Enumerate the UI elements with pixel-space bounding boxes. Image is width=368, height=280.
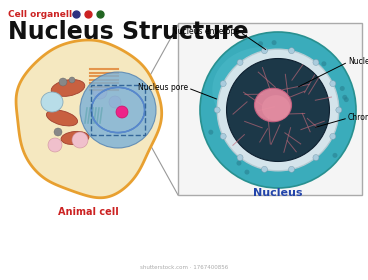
Circle shape bbox=[200, 32, 356, 188]
Circle shape bbox=[59, 78, 67, 86]
Circle shape bbox=[336, 107, 342, 113]
Circle shape bbox=[244, 170, 250, 175]
Circle shape bbox=[72, 132, 88, 148]
Circle shape bbox=[289, 48, 294, 54]
Circle shape bbox=[340, 86, 345, 91]
Circle shape bbox=[116, 106, 128, 118]
Text: Nucleus: Nucleus bbox=[253, 188, 303, 198]
Circle shape bbox=[227, 59, 329, 162]
Circle shape bbox=[342, 95, 347, 100]
Ellipse shape bbox=[61, 131, 89, 144]
Ellipse shape bbox=[41, 92, 63, 112]
Circle shape bbox=[272, 40, 277, 45]
Circle shape bbox=[109, 96, 121, 108]
Text: shutterstock.com · 1767400856: shutterstock.com · 1767400856 bbox=[140, 265, 228, 270]
Circle shape bbox=[261, 48, 268, 54]
Ellipse shape bbox=[254, 88, 291, 122]
Circle shape bbox=[237, 59, 243, 66]
Circle shape bbox=[214, 107, 220, 113]
Circle shape bbox=[344, 97, 349, 102]
Circle shape bbox=[237, 161, 241, 166]
Circle shape bbox=[289, 166, 294, 172]
Ellipse shape bbox=[46, 110, 78, 126]
Circle shape bbox=[93, 85, 107, 99]
Bar bbox=[91, 85, 145, 135]
Circle shape bbox=[220, 133, 226, 139]
Bar bbox=[178, 23, 362, 195]
Text: Nucleus pore: Nucleus pore bbox=[138, 83, 188, 92]
Circle shape bbox=[330, 81, 336, 87]
Ellipse shape bbox=[212, 47, 314, 133]
Circle shape bbox=[313, 155, 319, 160]
Circle shape bbox=[208, 130, 213, 135]
Circle shape bbox=[330, 133, 336, 139]
Ellipse shape bbox=[262, 95, 290, 121]
Circle shape bbox=[69, 77, 75, 83]
Circle shape bbox=[237, 155, 243, 160]
Text: Animal cell: Animal cell bbox=[58, 207, 118, 217]
Text: Cell organelle: Cell organelle bbox=[8, 10, 78, 19]
Circle shape bbox=[220, 81, 226, 87]
Ellipse shape bbox=[51, 80, 85, 96]
Circle shape bbox=[80, 72, 156, 148]
Text: Nucleus envelope: Nucleus envelope bbox=[172, 27, 240, 36]
Polygon shape bbox=[16, 40, 162, 198]
Circle shape bbox=[261, 166, 268, 172]
Text: Chromatin: Chromatin bbox=[348, 113, 368, 123]
Circle shape bbox=[313, 59, 319, 66]
Circle shape bbox=[217, 49, 339, 171]
Circle shape bbox=[48, 138, 62, 152]
Circle shape bbox=[258, 41, 263, 46]
Text: Nucleus Structure: Nucleus Structure bbox=[8, 20, 249, 44]
Circle shape bbox=[321, 61, 326, 66]
Circle shape bbox=[54, 128, 62, 136]
Text: Nucleolus: Nucleolus bbox=[348, 57, 368, 67]
Circle shape bbox=[332, 153, 337, 158]
